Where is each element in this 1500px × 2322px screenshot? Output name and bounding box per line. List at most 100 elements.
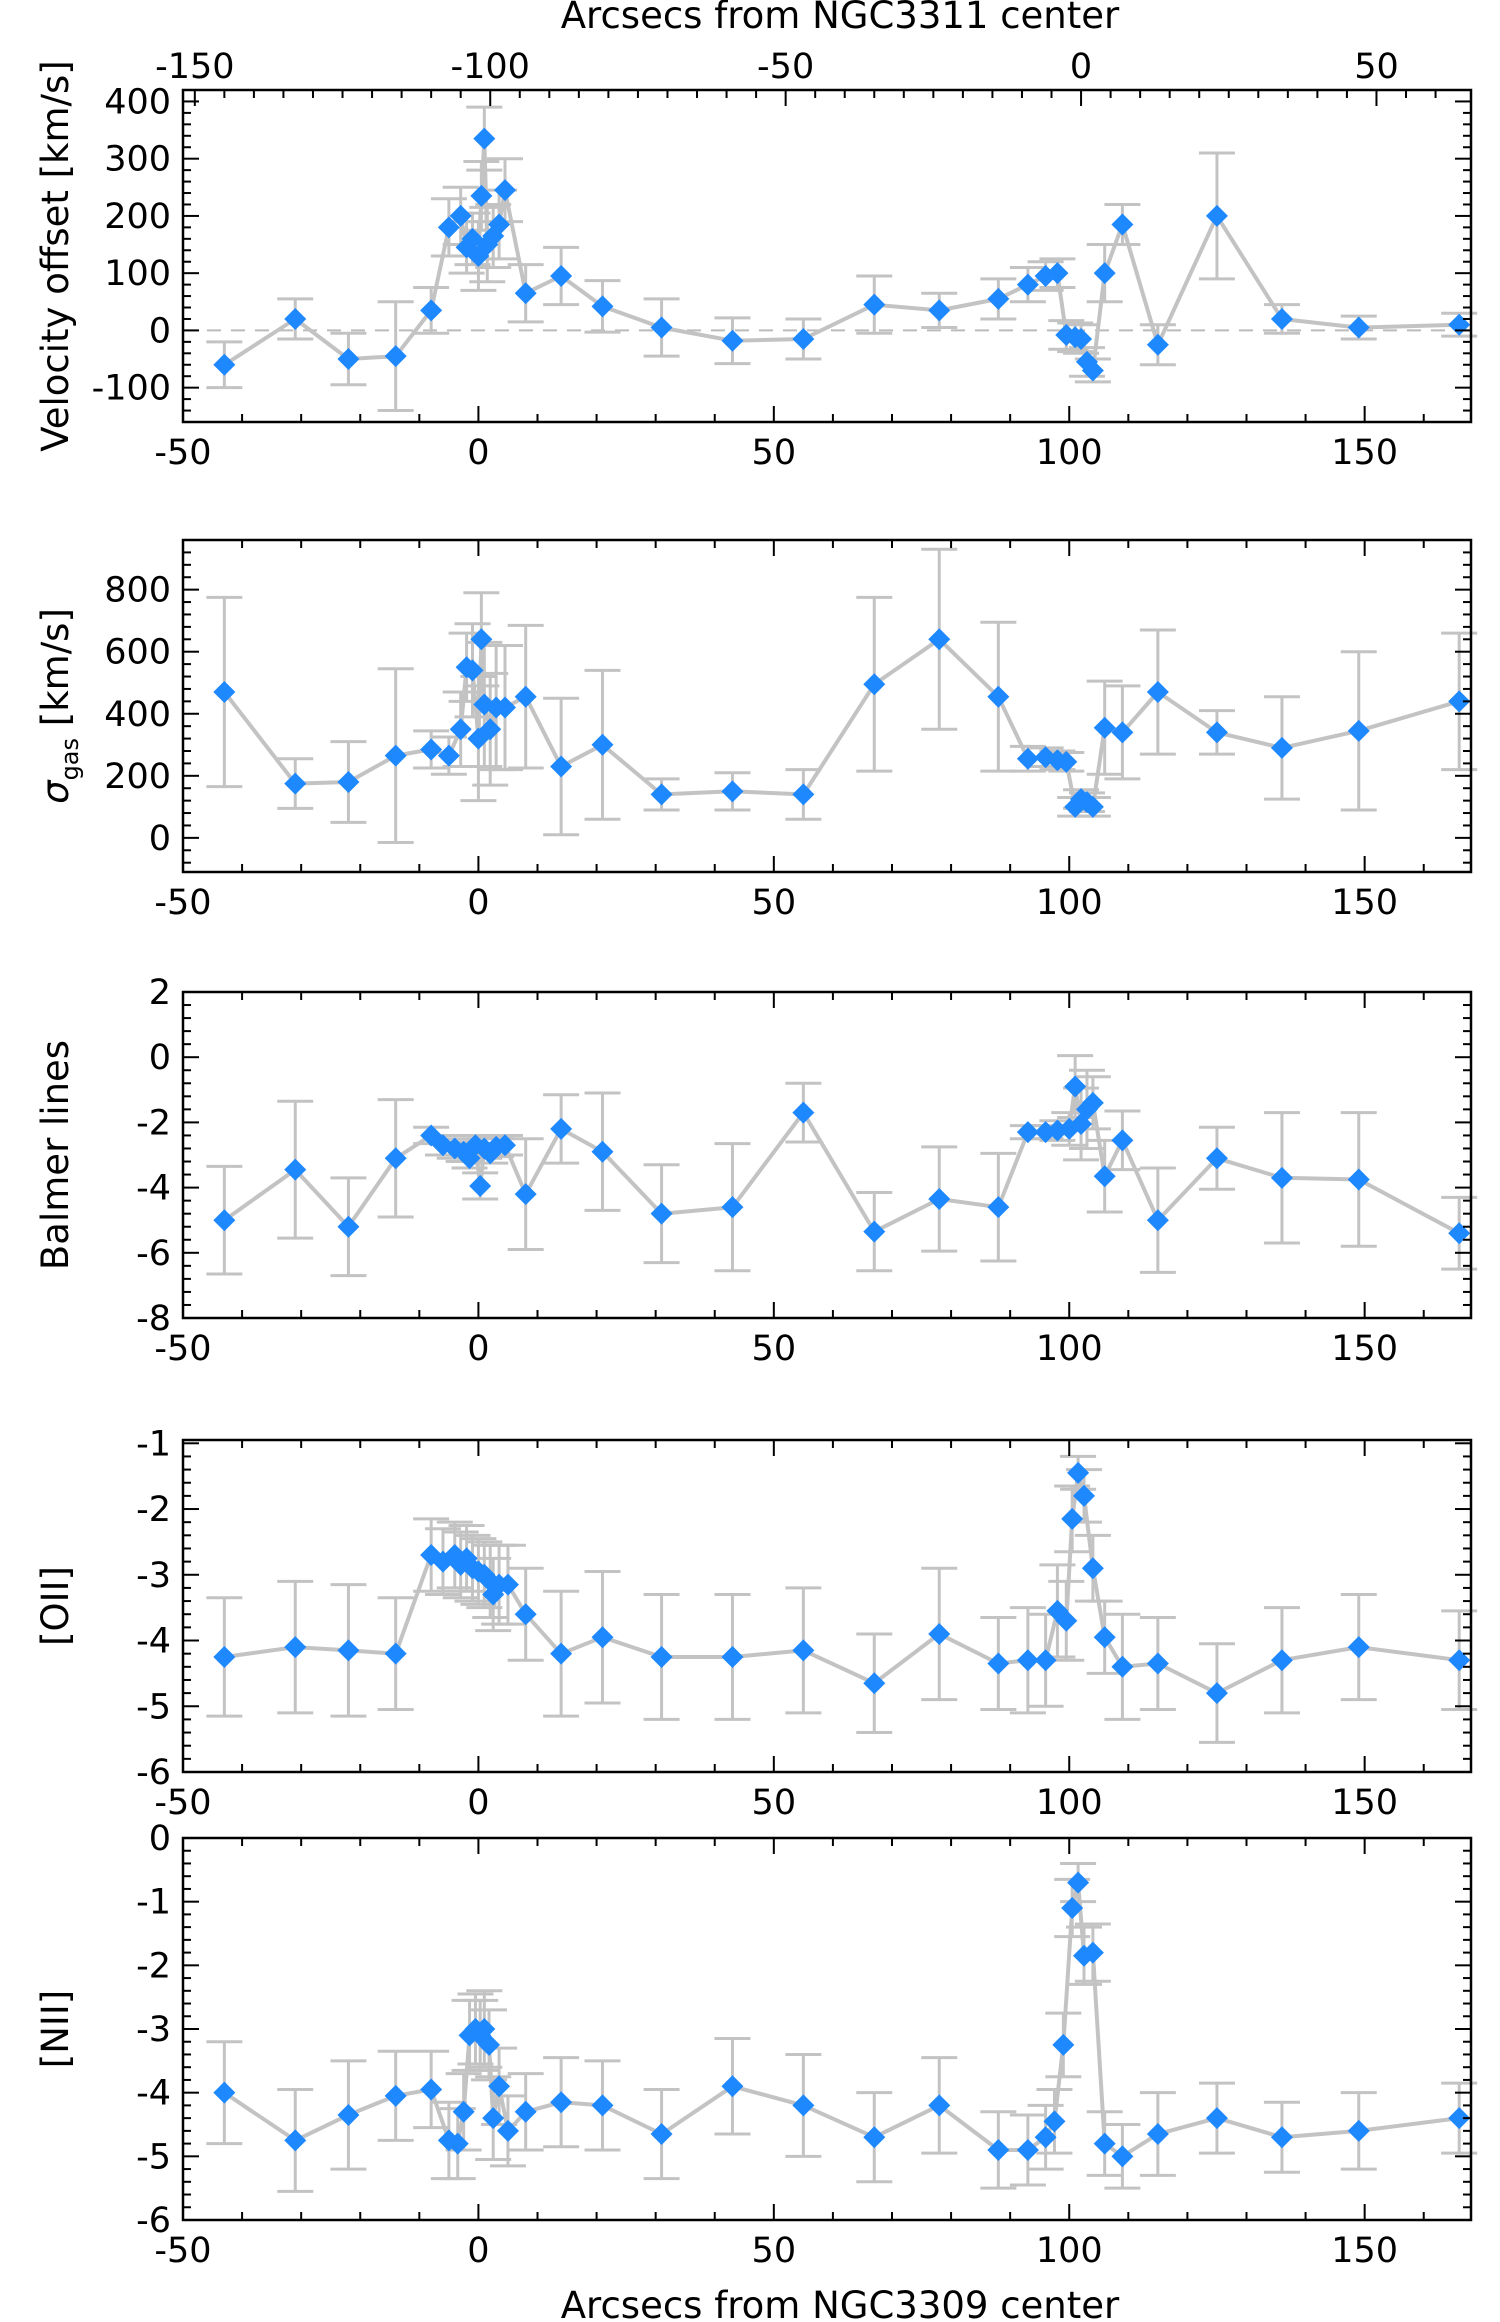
y-tick-label: 0	[149, 311, 171, 351]
plot-frame	[181, 990, 1473, 1320]
data-point-marker	[1205, 721, 1228, 744]
data-point-marker	[1093, 716, 1116, 739]
data-point-marker	[1270, 736, 1293, 759]
y-tick-label: 300	[104, 140, 171, 180]
data-point-marker	[1067, 1461, 1090, 1484]
y-tick-label: 400	[104, 82, 171, 122]
top-x-tick-label: -150	[155, 47, 234, 87]
y-tick-label: 800	[104, 571, 171, 611]
y-tick-label: -4	[136, 1622, 171, 1662]
data-point-marker	[721, 329, 744, 352]
x-tick-label: 50	[752, 1329, 797, 1369]
data-point-marker	[1347, 719, 1370, 742]
y-tick-label: -6	[136, 2201, 171, 2241]
data-point-marker	[1146, 1209, 1169, 1232]
data-point-marker	[470, 628, 493, 651]
y-tick-label: 0	[149, 1819, 171, 1859]
y-tick-label: -2	[136, 1103, 171, 1143]
data-point-marker	[494, 179, 516, 202]
data-point-marker	[337, 771, 360, 794]
data-point-marker	[863, 2126, 886, 2149]
data-point-marker	[1073, 1484, 1096, 1507]
data-point-marker	[446, 2132, 469, 2155]
data-point-marker	[284, 1636, 307, 1659]
data-point-marker	[420, 299, 443, 322]
data-point-marker	[1146, 333, 1169, 356]
x-tick-label: 50	[752, 2231, 797, 2271]
data-point-marker	[478, 2033, 501, 2056]
data-point-marker	[987, 1652, 1010, 1675]
data-point-marker	[213, 681, 236, 704]
data-point-marker	[1081, 1557, 1104, 1580]
data-point-marker	[514, 1603, 537, 1626]
y-tick-label: -6	[136, 1234, 171, 1274]
y-axis-title: [NII]	[34, 1990, 77, 2068]
data-point-marker	[1270, 307, 1293, 330]
x-tick-label: 0	[467, 1329, 489, 1369]
data-point-marker	[650, 1202, 673, 1225]
data-point-marker	[550, 265, 573, 288]
data-point-marker	[721, 1196, 744, 1219]
plot-frame	[181, 1836, 1473, 2222]
data-point-marker	[514, 685, 537, 708]
data-point-marker	[494, 1134, 516, 1157]
data-point-marker	[1046, 262, 1069, 285]
y-tick-label: 2	[149, 973, 171, 1013]
data-point-marker	[213, 1645, 236, 1668]
data-point-marker	[1347, 1636, 1370, 1659]
data-point-marker	[496, 1573, 519, 1596]
data-point-marker	[284, 307, 307, 330]
data-point-marker	[470, 184, 493, 207]
data-point-marker	[721, 780, 744, 803]
data-point-marker	[284, 1158, 307, 1181]
data-point-marker	[1034, 2126, 1057, 2149]
y-tick-label: 200	[104, 197, 171, 237]
data-point-marker	[488, 2075, 511, 2098]
series-line	[223, 136, 1460, 373]
data-point-marker	[213, 1209, 236, 1232]
data-point-marker	[514, 1183, 537, 1206]
y-tick-label: -2	[136, 1490, 171, 1530]
data-point-marker	[1070, 328, 1093, 350]
x-tick-label: -50	[154, 433, 211, 473]
data-point-marker	[496, 2119, 519, 2142]
data-point-marker	[514, 2100, 537, 2123]
x-tick-label: -50	[154, 883, 211, 923]
data-point-marker	[928, 628, 951, 651]
data-point-marker	[550, 1642, 573, 1665]
bottom-axis-title: Arcsecs from NGC3309 center	[561, 2284, 1120, 2322]
data-point-marker	[284, 772, 307, 795]
x-tick-label: 100	[1036, 433, 1103, 473]
data-point-marker	[469, 1174, 492, 1197]
data-point-marker	[650, 316, 673, 339]
x-tick-label: -50	[154, 1329, 211, 1369]
x-tick-label: 150	[1331, 883, 1398, 923]
data-point-marker	[1081, 1091, 1104, 1114]
data-point-marker	[550, 1117, 573, 1140]
data-point-marker	[650, 1645, 673, 1668]
y-tick-label: -5	[136, 1687, 171, 1727]
data-point-marker	[1055, 750, 1078, 773]
x-tick-label: 150	[1331, 433, 1398, 473]
panel-4: -50 0 50 100 150 -6 -5 -4 -3 -2 -1 [OII]	[34, 1424, 1478, 1823]
data-point-marker	[1111, 1655, 1134, 1678]
data-point-marker	[1205, 1147, 1228, 1170]
data-point-marker	[1055, 1609, 1078, 1632]
x-tick-label: 0	[467, 1783, 489, 1823]
data-point-marker	[1081, 359, 1104, 382]
data-point-marker	[1016, 747, 1039, 770]
y-axis-title: σgas [km/s]	[34, 608, 84, 804]
data-point-marker	[591, 2094, 614, 2117]
data-point-marker	[1270, 1166, 1293, 1189]
data-point-marker	[1043, 2110, 1066, 2133]
data-point-marker	[550, 755, 573, 778]
y-tick-label: -2	[136, 1946, 171, 1986]
data-point-marker	[792, 1101, 815, 1124]
panel-3: -50 0 50 100 150 -8 -6 -4 -2 0 2 Balmer lines	[34, 973, 1478, 1369]
data-point-marker	[1064, 1075, 1087, 1098]
data-point-marker	[928, 2094, 951, 2117]
data-point-marker	[1016, 1121, 1039, 1144]
data-point-marker	[987, 2138, 1010, 2161]
